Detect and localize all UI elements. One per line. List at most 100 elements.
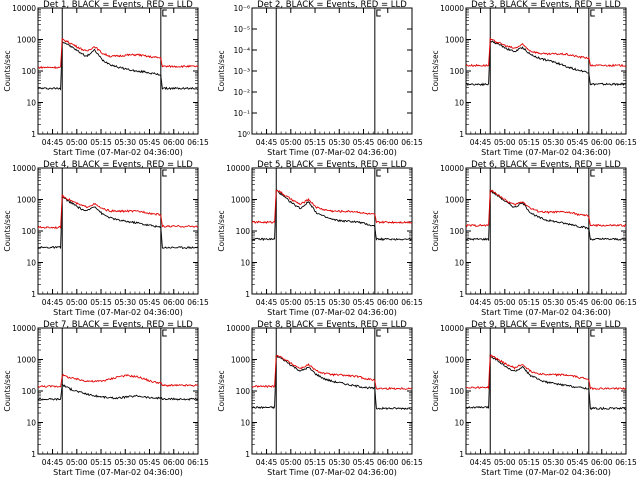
- x-tick-label: 04:45: [256, 138, 278, 147]
- x-tick-label: 05:30: [114, 458, 136, 467]
- x-tick-label: 05:45: [567, 138, 589, 147]
- events-series-line: [252, 355, 412, 411]
- y-tick-label: 1: [459, 290, 464, 299]
- x-tick-label: 06:15: [187, 298, 209, 307]
- panel-title: Det 6, BLACK = Events, RED = LLD: [471, 160, 621, 170]
- x-tick-label: 05:15: [518, 138, 540, 147]
- x-tick-label: 04:45: [470, 298, 492, 307]
- y-tick-label: 1000: [231, 196, 250, 205]
- y-tick-label: 100: [22, 387, 37, 396]
- x-tick-label: 05:45: [567, 458, 589, 467]
- y-tick-label: 1000: [445, 356, 464, 365]
- x-axis-label: Start Time (07-Mar-02 04:36:00): [481, 308, 611, 317]
- y-tick-label: 10: [240, 419, 250, 428]
- x-tick-label: 06:15: [615, 298, 637, 307]
- x-tick-label: 06:00: [163, 138, 185, 147]
- y-tick-label: 100: [236, 227, 251, 236]
- x-tick-label: 05:30: [542, 298, 564, 307]
- x-tick-label: 05:45: [353, 458, 375, 467]
- x-tick-label: 05:00: [494, 138, 516, 147]
- x-tick-label: 05:30: [328, 458, 350, 467]
- x-tick-label: 05:15: [90, 298, 112, 307]
- interval-marker: [590, 9, 595, 17]
- events-series-line: [466, 39, 626, 87]
- y-axis-label: Counts/sec: [217, 210, 226, 251]
- x-tick-label: 05:45: [139, 298, 161, 307]
- x-axis-label: Start Time (07-Mar-02 04:36:00): [53, 468, 183, 477]
- x-axis-label: Start Time (07-Mar-02 04:36:00): [53, 148, 183, 157]
- x-tick-label: 05:00: [494, 298, 516, 307]
- events-series-line: [38, 383, 198, 401]
- y-tick-label: 1: [31, 130, 36, 139]
- y-tick-label: 10⁻³: [233, 67, 250, 76]
- x-tick-label: 05:15: [90, 458, 112, 467]
- x-tick-label: 04:45: [42, 138, 64, 147]
- panel-title: Det 2, BLACK = Events, RED = LLD: [257, 0, 407, 10]
- y-axis-label: Counts/sec: [217, 50, 226, 91]
- lld-series-line: [466, 37, 626, 67]
- events-series-line: [252, 189, 412, 242]
- y-tick-label: 1000: [17, 36, 36, 45]
- x-tick-label: 05:15: [518, 458, 540, 467]
- x-tick-label: 05:00: [66, 298, 88, 307]
- x-tick-label: 05:45: [567, 298, 589, 307]
- interval-marker: [162, 9, 167, 17]
- detector-panel-2: Det 2, BLACK = Events, RED = LLD 10⁰ 10⁻¹ 1…: [217, 0, 423, 157]
- lld-series-line: [252, 355, 412, 390]
- x-tick-label: 06:15: [401, 458, 423, 467]
- y-tick-label: 10000: [440, 164, 464, 173]
- x-tick-label: 04:45: [256, 458, 278, 467]
- x-tick-label: 05:30: [114, 298, 136, 307]
- detector-panel-4: Det 4, BLACK = Events, RED = LLD 1 10 100 10…: [3, 160, 209, 317]
- x-tick-label: 05:30: [328, 138, 350, 147]
- x-tick-label: 04:45: [470, 138, 492, 147]
- y-tick-label: 10000: [12, 4, 36, 13]
- y-tick-label: 1000: [17, 356, 36, 365]
- x-tick-label: 05:00: [494, 458, 516, 467]
- x-tick-label: 06:00: [377, 298, 399, 307]
- x-tick-label: 06:15: [401, 138, 423, 147]
- panel-title: Det 5, BLACK = Events, RED = LLD: [257, 160, 407, 170]
- y-tick-label: 10: [26, 259, 36, 268]
- detector-panel-8: Det 8, BLACK = Events, RED = LLD 1 10 100 10…: [217, 320, 423, 477]
- y-tick-label: 1: [459, 130, 464, 139]
- x-tick-label: 06:15: [401, 298, 423, 307]
- y-tick-label: 1: [31, 290, 36, 299]
- x-tick-label: 06:00: [377, 138, 399, 147]
- y-tick-label: 100: [22, 227, 37, 236]
- x-tick-label: 06:00: [591, 298, 613, 307]
- interval-marker: [590, 329, 595, 337]
- y-axis-label: Counts/sec: [3, 370, 12, 411]
- y-tick-label: 10000: [12, 164, 36, 173]
- y-tick-label: 10⁰: [237, 130, 250, 139]
- y-tick-label: 100: [450, 387, 465, 396]
- y-tick-label: 10⁻⁴: [233, 46, 250, 55]
- panel-title: Det 4, BLACK = Events, RED = LLD: [43, 160, 193, 170]
- interval-marker: [590, 169, 595, 177]
- y-tick-label: 10: [26, 419, 36, 428]
- y-tick-label: 1000: [231, 356, 250, 365]
- x-tick-label: 04:45: [42, 298, 64, 307]
- y-tick-label: 10: [454, 99, 464, 108]
- y-tick-label: 10⁻¹: [233, 109, 250, 118]
- y-tick-label: 10000: [12, 324, 36, 333]
- events-series-line: [38, 196, 198, 250]
- y-tick-label: 1000: [17, 196, 36, 205]
- x-axis-label: Start Time (07-Mar-02 04:36:00): [267, 468, 397, 477]
- panel-title: Det 7, BLACK = Events, RED = LLD: [43, 320, 193, 330]
- x-tick-label: 05:45: [139, 138, 161, 147]
- detector-panel-7: Det 7, BLACK = Events, RED = LLD 1 10 100 10…: [3, 320, 209, 477]
- x-tick-label: 05:00: [66, 138, 88, 147]
- y-tick-label: 1: [31, 450, 36, 459]
- x-tick-label: 04:45: [42, 458, 64, 467]
- x-tick-label: 06:15: [615, 458, 637, 467]
- y-tick-label: 10000: [226, 324, 250, 333]
- x-tick-label: 05:00: [280, 458, 302, 467]
- x-axis-label: Start Time (07-Mar-02 04:36:00): [481, 148, 611, 157]
- interval-marker: [162, 329, 167, 337]
- events-series-line: [466, 354, 626, 410]
- x-tick-label: 05:30: [114, 138, 136, 147]
- y-tick-label: 1000: [445, 196, 464, 205]
- y-tick-label: 10: [26, 99, 36, 108]
- x-tick-label: 05:15: [90, 138, 112, 147]
